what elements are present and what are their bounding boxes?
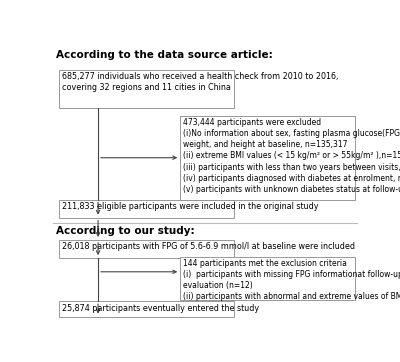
Text: 473,444 participants were excluded
(i)No information about sex, fasting plasma g: 473,444 participants were excluded (i)No… [183,118,400,194]
Text: 144 participants met the exclusion criteria
(i)  participants with missing FPG i: 144 participants met the exclusion crite… [183,259,400,301]
Text: 211,833 eligible participants were included in the original study: 211,833 eligible participants were inclu… [62,202,318,211]
Text: 685,277 individuals who received a health check from 2010 to 2016,
covering 32 r: 685,277 individuals who received a healt… [62,72,338,92]
Text: According to our study:: According to our study: [56,226,195,236]
Bar [180,116,355,199]
Bar [59,199,234,218]
Bar [59,240,234,258]
Text: According to the data source article:: According to the data source article: [56,50,273,60]
Bar [59,301,234,317]
Text: 26,018 participants with FPG of 5.6-6.9 mmol/l at baseline were included: 26,018 participants with FPG of 5.6-6.9 … [62,242,355,251]
Text: 25,874 participants eventually entered the study: 25,874 participants eventually entered t… [62,303,259,312]
Bar [180,257,355,300]
Bar [59,70,234,108]
